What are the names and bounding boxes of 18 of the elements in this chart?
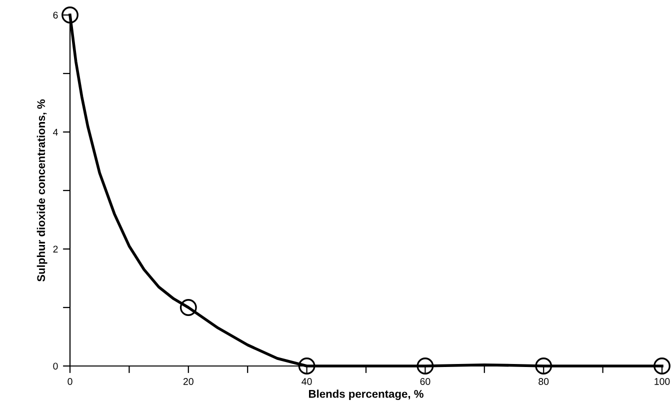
point bbox=[654, 358, 670, 374]
y-tick-label: 2 bbox=[53, 246, 58, 253]
point bbox=[298, 358, 316, 374]
x-tick-label: 20 bbox=[183, 378, 194, 385]
x-tick-label: 100 bbox=[654, 378, 670, 385]
y-tick-label: 4 bbox=[53, 128, 58, 136]
y-axis-title: Sulphur dioxide concentrations, % bbox=[36, 99, 48, 282]
point bbox=[180, 299, 197, 316]
x-axis-title: Blends percentage, % bbox=[309, 390, 424, 400]
y-tick-label: 6 bbox=[53, 12, 58, 19]
x-tick-label: 60 bbox=[420, 378, 430, 385]
x-tick-label: 0 bbox=[68, 378, 72, 385]
point bbox=[416, 358, 434, 374]
point bbox=[535, 358, 552, 374]
point bbox=[62, 6, 78, 24]
x-tick-label: 40 bbox=[302, 378, 312, 385]
y-tick-label: 0 bbox=[53, 362, 58, 370]
x-tick-label: 80 bbox=[538, 378, 549, 385]
